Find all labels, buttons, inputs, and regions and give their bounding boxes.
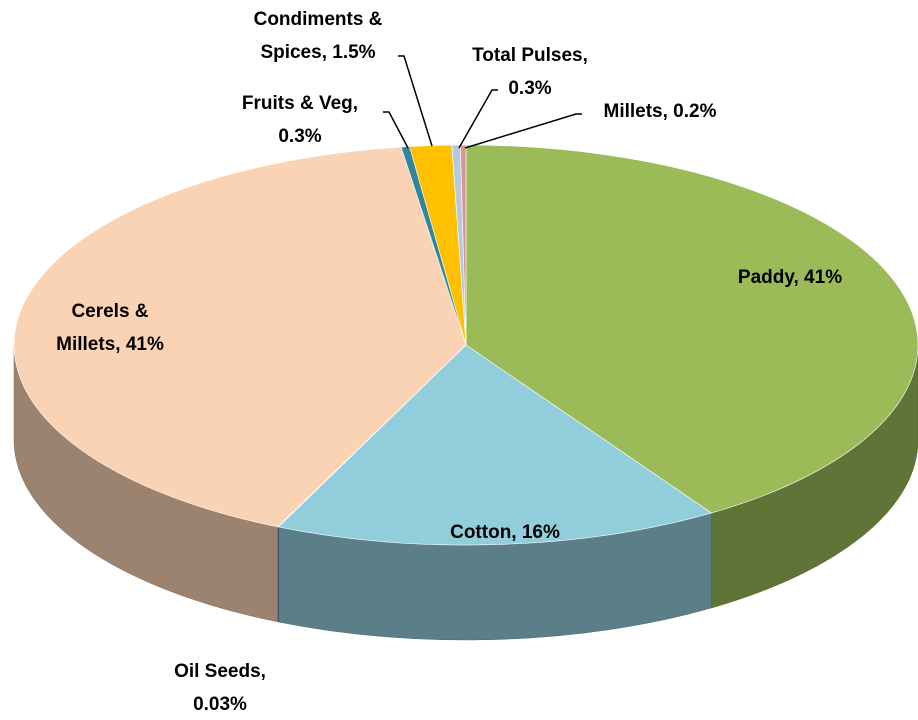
data-label: Cerels & bbox=[71, 301, 148, 322]
data-label: Condiments & bbox=[254, 9, 383, 30]
leader-line bbox=[398, 55, 433, 147]
data-label: Spices, 1.5% bbox=[260, 42, 375, 63]
data-label: Oil Seeds, bbox=[174, 661, 266, 682]
data-label: Paddy, 41% bbox=[738, 267, 842, 288]
leader-line bbox=[383, 111, 409, 149]
leader-line bbox=[464, 113, 582, 149]
slice bbox=[465, 144, 918, 514]
leader-line bbox=[458, 89, 498, 149]
data-label: Cotton, 16% bbox=[450, 522, 560, 543]
data-label: 0.3% bbox=[508, 78, 551, 99]
data-label: Millets, 0.2% bbox=[604, 101, 717, 122]
data-label: Total Pulses, bbox=[472, 45, 588, 66]
data-label: 0.3% bbox=[278, 126, 321, 147]
slice bbox=[13, 146, 467, 528]
data-label: Fruits & Veg, bbox=[242, 93, 358, 114]
slice bbox=[277, 344, 713, 546]
data-label: Millets, 41% bbox=[56, 334, 164, 355]
data-label: 0.03% bbox=[193, 694, 247, 715]
